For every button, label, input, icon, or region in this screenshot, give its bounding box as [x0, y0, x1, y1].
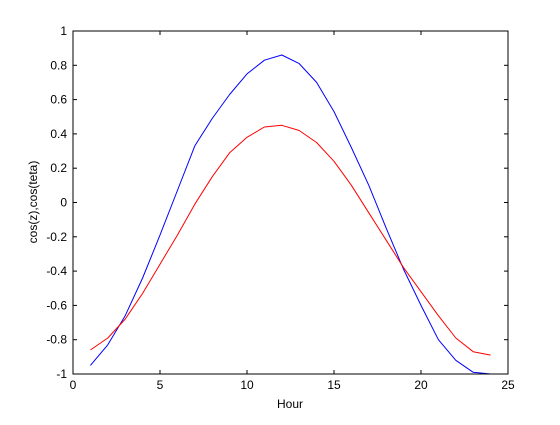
series-line-1 — [90, 54, 491, 375]
series-layer — [90, 54, 491, 375]
plot-area — [73, 31, 508, 374]
x-tick-label: 0 — [70, 378, 77, 392]
y-tick-label: 0.8 — [50, 58, 67, 72]
y-tick-label: 0.4 — [50, 127, 67, 141]
axis-layer: 0 5 10 15 20 25 -1 -0.8 -0.6 -0.4 -0.2 0 0.2 0.4 0.6 0.… — [46, 24, 515, 392]
y-tick-label: -1 — [56, 367, 67, 381]
y-tick-label: -0.4 — [46, 264, 67, 278]
x-axis-label: Hour — [277, 397, 303, 411]
y-tick-label: 1 — [60, 24, 67, 38]
x-tick-label: 15 — [327, 378, 341, 392]
y-tick-label: -0.6 — [46, 298, 67, 312]
x-tick-label: 20 — [414, 378, 428, 392]
x-tick-label: 25 — [501, 378, 515, 392]
x-tick-label: 10 — [240, 378, 254, 392]
y-tick-label: 0 — [60, 196, 67, 210]
x-tick-label: 5 — [157, 378, 164, 392]
y-tick-label: 0.6 — [50, 93, 67, 107]
y-tick-label: -0.2 — [46, 230, 67, 244]
y-axis-label: cos(z),cos(teta) — [26, 161, 40, 244]
series-line-2 — [90, 124, 491, 356]
y-tick-label: -0.8 — [46, 333, 67, 347]
y-tick-label: 0.2 — [50, 161, 67, 175]
